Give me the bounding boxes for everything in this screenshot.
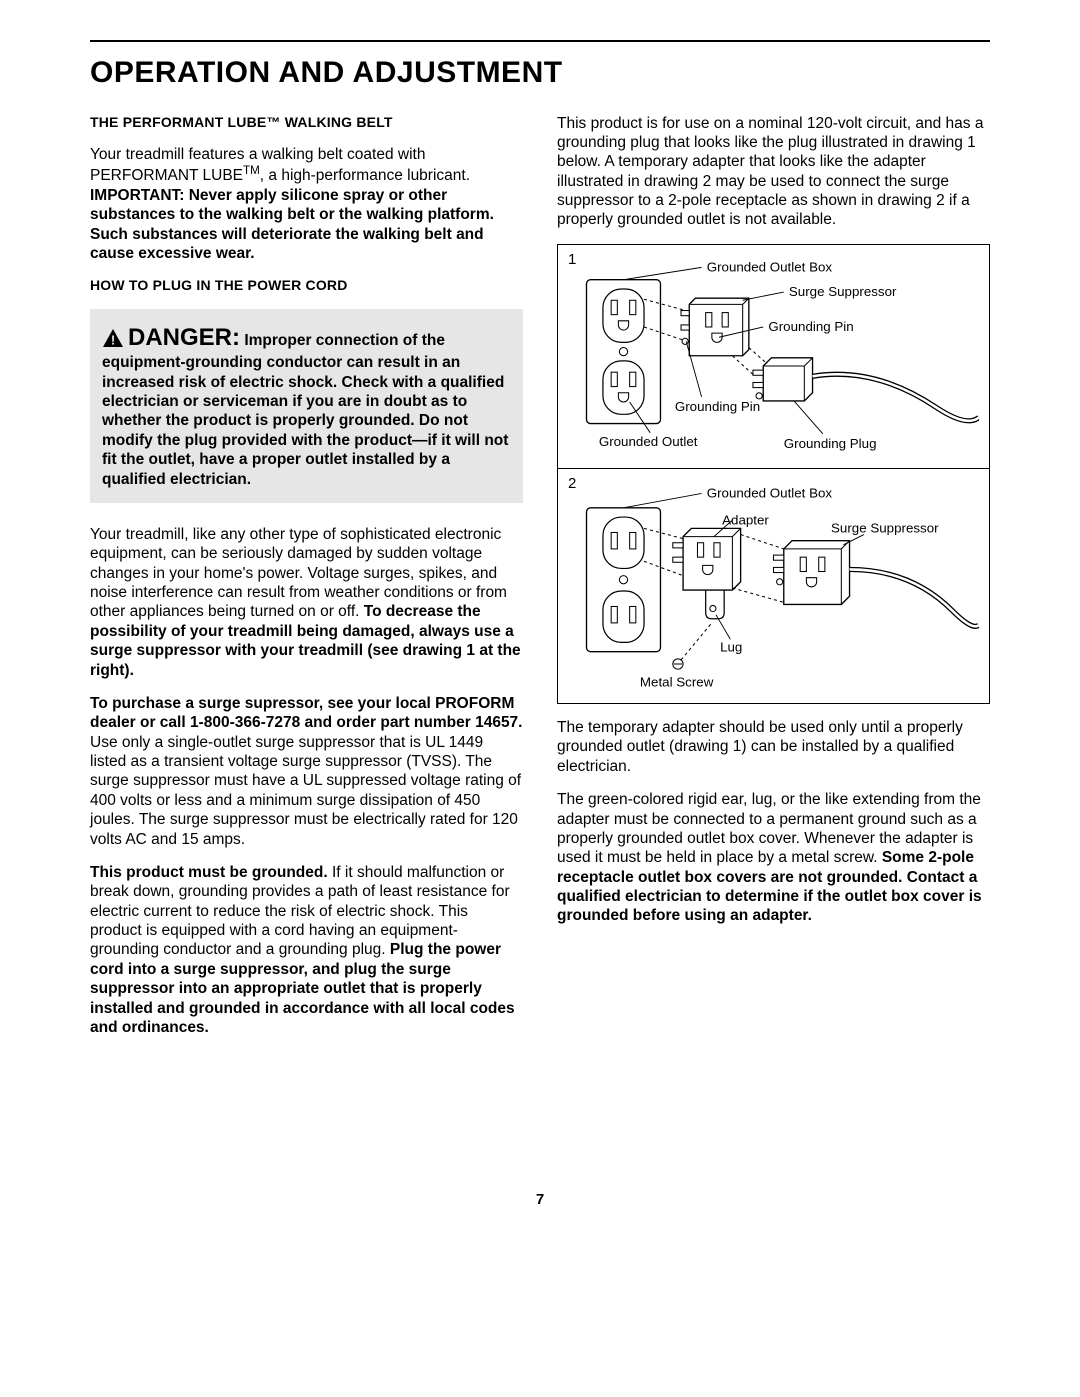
para-grounded: This product must be grounded. If it sho… bbox=[90, 863, 523, 1037]
top-rule bbox=[90, 40, 990, 42]
diagram-panel-1: 1 bbox=[558, 245, 989, 470]
label-grounding-pin-upper: Grounding Pin bbox=[768, 319, 853, 334]
left-column: THE PERFORMANT LUBE™ WALKING BELT Your t… bbox=[90, 114, 523, 1052]
para-purchase: To purchase a surge supressor, see your … bbox=[90, 694, 523, 849]
diagram-panel-2: 2 bbox=[558, 469, 989, 703]
content-columns: THE PERFORMANT LUBE™ WALKING BELT Your t… bbox=[90, 114, 990, 1052]
label-grounded-outlet-box-2: Grounded Outlet Box bbox=[707, 486, 833, 501]
label-metal-screw: Metal Screw bbox=[640, 675, 714, 690]
panel-2-number: 2 bbox=[568, 475, 576, 494]
svg-text:!: ! bbox=[111, 332, 115, 347]
label-surge-suppressor-1: Surge Suppressor bbox=[789, 284, 897, 299]
danger-body: Improper connection of the equipment-gro… bbox=[102, 332, 508, 488]
label-grounded-outlet-box-1: Grounded Outlet Box bbox=[707, 259, 833, 274]
danger-box: ! DANGER: Improper connection of the equ… bbox=[90, 309, 523, 503]
page-title: OPERATION AND ADJUSTMENT bbox=[90, 54, 990, 92]
diagram-1-svg: Grounded Outlet Box Surge Suppressor Gro… bbox=[568, 253, 979, 459]
label-grounded-outlet: Grounded Outlet bbox=[599, 434, 698, 449]
danger-word: DANGER: bbox=[128, 324, 240, 351]
panel-1-number: 1 bbox=[568, 251, 576, 270]
label-grounding-pin-lower: Grounding Pin bbox=[675, 399, 760, 414]
para-right-3: The green-colored rigid ear, lug, or the… bbox=[557, 790, 990, 926]
subheading-lube: THE PERFORMANT LUBE™ WALKING BELT bbox=[90, 114, 523, 132]
trademark-symbol: TM bbox=[243, 164, 260, 177]
para-purchase-b: Use only a single-outlet surge suppresso… bbox=[90, 734, 521, 848]
para-surge: Your treadmill, like any other type of s… bbox=[90, 525, 523, 680]
subheading-plug: HOW TO PLUG IN THE POWER CORD bbox=[90, 277, 523, 295]
label-adapter: Adapter bbox=[722, 513, 769, 528]
para-right-1: This product is for use on a nominal 120… bbox=[557, 114, 990, 230]
warning-triangle-icon: ! bbox=[102, 328, 124, 353]
label-lug: Lug bbox=[720, 640, 742, 655]
label-grounding-plug: Grounding Plug bbox=[784, 436, 877, 451]
para-lube: Your treadmill features a walking belt c… bbox=[90, 145, 523, 263]
diagram-2-svg: Grounded Outlet Box Adapter Surge Suppre… bbox=[568, 477, 979, 693]
para-right-2: The temporary adapter should be used onl… bbox=[557, 718, 990, 776]
diagram-box: 1 bbox=[557, 244, 990, 704]
page-number: 7 bbox=[90, 1191, 990, 1210]
para-purchase-a: To purchase a surge supressor, see your … bbox=[90, 695, 523, 731]
label-surge-suppressor-2: Surge Suppressor bbox=[831, 521, 939, 536]
para-grounded-a: This product must be grounded. bbox=[90, 864, 328, 881]
para-lube-important: IMPORTANT: Never apply silicone spray or… bbox=[90, 187, 494, 262]
para-lube-b: , a high-performance lubricant. bbox=[260, 168, 470, 185]
right-column: This product is for use on a nominal 120… bbox=[557, 114, 990, 1052]
